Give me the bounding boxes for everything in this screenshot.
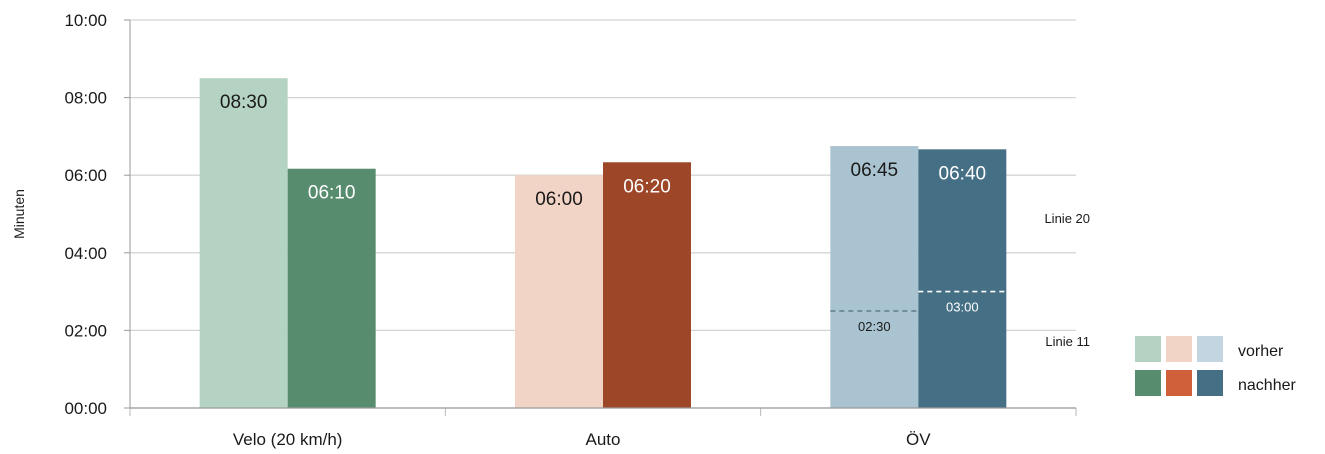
bars — [199, 78, 1007, 409]
legend-swatch-nachher — [1166, 370, 1192, 396]
labels: 08:30 06:10 06:00 06:20 06:45 06:40 02:30 03:00… — [220, 92, 1090, 349]
bar-vorher — [199, 78, 288, 408]
bar-value-label: 06:10 — [308, 183, 356, 204]
bar-value-label: 06:20 — [623, 176, 671, 197]
x-category-label: Auto — [586, 430, 621, 449]
y-tick-label: 06:00 — [64, 166, 107, 185]
line-annotation: Linie 20 — [1044, 211, 1090, 226]
legend-label: nachher — [1238, 377, 1296, 394]
legend: vorher nachher — [1135, 336, 1296, 396]
x-category-label: Velo (20 km/h) — [233, 430, 343, 449]
legend-label: vorher — [1238, 343, 1284, 360]
line-annotation: Linie 11 — [1045, 334, 1090, 349]
bar-nachher — [603, 162, 691, 408]
axes: 00:00 02:00 04:00 06:00 08:00 10:00 Minuten Vel… — [11, 11, 1077, 449]
bar-value-label: 08:30 — [220, 92, 268, 113]
bar-value-label: 06:45 — [851, 160, 899, 181]
segment-marker-label: 03:00 — [946, 300, 979, 315]
y-tick-label: 00:00 — [64, 399, 107, 418]
legend-swatch-vorher — [1166, 336, 1192, 362]
y-tick-label: 02:00 — [64, 321, 107, 340]
y-axis-title: Minuten — [11, 189, 27, 239]
y-tick-label: 10:00 — [64, 11, 107, 30]
bar-nachher — [918, 149, 1007, 409]
bar-vorher — [830, 146, 919, 408]
bar-value-label: 06:40 — [939, 163, 987, 184]
legend-swatch-vorher — [1135, 336, 1161, 362]
x-category-label: ÖV — [906, 430, 931, 449]
y-tick-label: 08:00 — [64, 89, 107, 108]
segment-marker-label: 02:30 — [858, 319, 891, 334]
legend-swatch-nachher — [1197, 370, 1223, 396]
legend-swatch-nachher — [1135, 370, 1161, 396]
legend-swatch-vorher — [1197, 336, 1223, 362]
y-tick-label: 04:00 — [64, 244, 107, 263]
bar-value-label: 06:00 — [535, 189, 583, 210]
bar-nachher — [287, 168, 376, 408]
bar-vorher — [515, 175, 603, 408]
